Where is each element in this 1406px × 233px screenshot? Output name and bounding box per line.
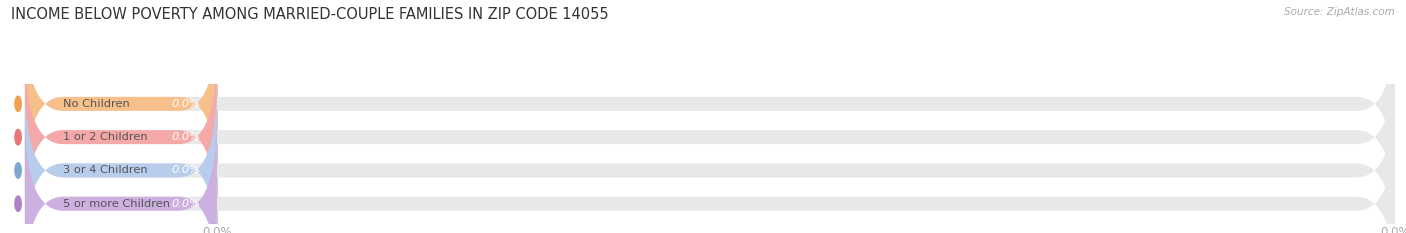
Text: 1 or 2 Children: 1 or 2 Children [63,132,148,142]
FancyBboxPatch shape [25,117,217,233]
Text: 0.0%: 0.0% [172,99,200,109]
Text: 5 or more Children: 5 or more Children [63,199,170,209]
FancyBboxPatch shape [25,18,1395,190]
Circle shape [15,96,21,112]
Circle shape [15,196,21,211]
Text: Source: ZipAtlas.com: Source: ZipAtlas.com [1284,7,1395,17]
FancyBboxPatch shape [25,117,1395,233]
FancyBboxPatch shape [25,84,1395,233]
Text: 0.0%: 0.0% [172,165,200,175]
Text: 3 or 4 Children: 3 or 4 Children [63,165,148,175]
FancyBboxPatch shape [25,84,217,233]
Circle shape [15,130,21,145]
FancyBboxPatch shape [25,18,217,190]
FancyBboxPatch shape [25,51,217,223]
Text: No Children: No Children [63,99,129,109]
Text: 0.0%: 0.0% [172,132,200,142]
FancyBboxPatch shape [25,51,1395,223]
Text: 0.0%: 0.0% [172,199,200,209]
Circle shape [15,163,21,178]
Text: INCOME BELOW POVERTY AMONG MARRIED-COUPLE FAMILIES IN ZIP CODE 14055: INCOME BELOW POVERTY AMONG MARRIED-COUPL… [11,7,609,22]
